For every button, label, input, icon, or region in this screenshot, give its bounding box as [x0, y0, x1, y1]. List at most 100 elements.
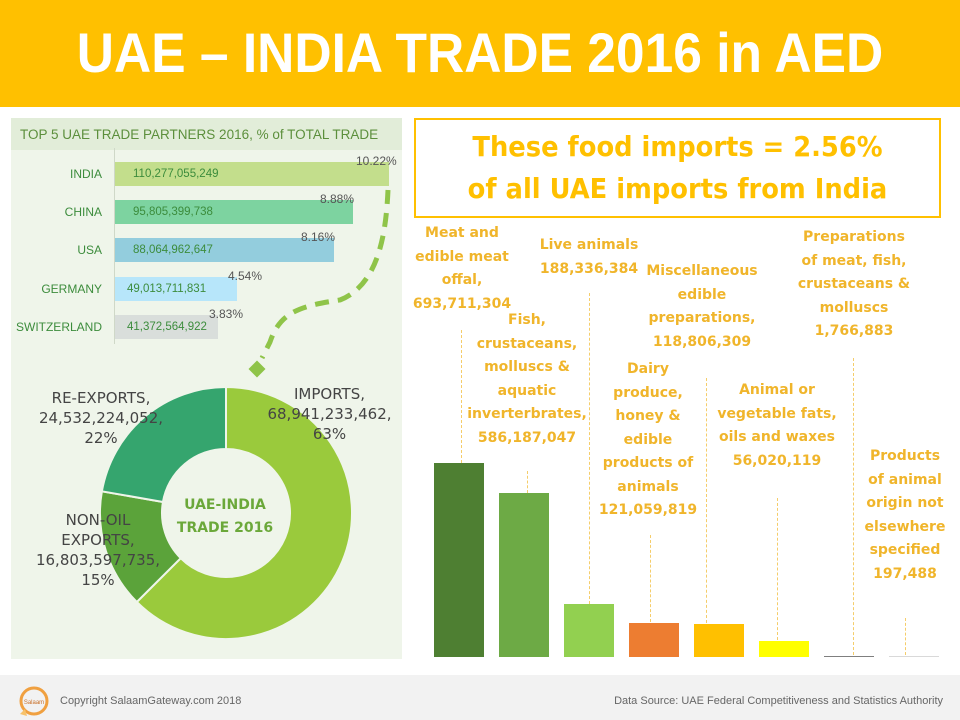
label-line: NON-OIL — [65, 511, 131, 529]
bar-percent: 4.54% — [228, 269, 263, 283]
bar-percent: 8.16% — [301, 230, 336, 244]
country-label: SWITZERLAND — [15, 320, 102, 334]
leader-line — [527, 471, 528, 493]
leader-line — [650, 535, 651, 622]
label-line: 693,711,304 — [412, 295, 512, 312]
food-category-bar — [564, 604, 614, 657]
label-line: 586,187,047 — [477, 429, 577, 446]
bar-value: 110,277,055,249 — [133, 168, 219, 180]
food-category-bar — [629, 623, 679, 657]
page-title: UAE – INDIA TRADE 2016 in AED — [76, 21, 884, 84]
donut-center-label: UAE-INDIA TRADE 2016 — [160, 494, 290, 540]
donut-center-line1: UAE-INDIA — [184, 497, 266, 513]
donut-center-line2: TRADE 2016 — [176, 520, 274, 536]
label-line: of animal — [868, 471, 942, 488]
label-line: elsewhere — [864, 518, 946, 535]
bar-percent: 10.22% — [356, 154, 397, 168]
food-category-label: Animal or vegetable fats, oils and waxes 56… — [697, 379, 857, 473]
label-line: Animal or — [739, 382, 815, 398]
donut-segment-imports — [135, 385, 353, 640]
label-line: inverterbrates, — [467, 406, 587, 422]
label-line: 56,020,119 — [732, 452, 822, 469]
food-category-bar — [499, 493, 549, 657]
bar-chart-title: TOP 5 UAE TRADE PARTNERS 2016, % of TOTA… — [11, 118, 402, 150]
food-category-bar — [434, 463, 484, 657]
label-line: Live animals — [539, 237, 639, 253]
trade-partner-bar: 49,013,711,831 — [115, 277, 237, 301]
donut-segment-re-exports — [100, 385, 227, 504]
footer: Salaam Copyright SalaamGateway.com 2018 … — [0, 675, 960, 720]
food-category-bar — [694, 624, 744, 657]
callout-line2: of all UAE imports from India — [467, 172, 888, 205]
label-line: specified — [869, 542, 941, 558]
donut-label-non-oil-exports: NON-OIL EXPORTS, 16,803,597,735, 15% — [30, 510, 166, 590]
food-category-label: Miscellaneous edible preparations, 118,806,… — [622, 260, 782, 354]
label-line: crustaceans, — [476, 335, 578, 352]
label-line: 24,532,224,052, — [38, 409, 164, 427]
food-category-label: Fish, crustaceans, molluscs & aquatic invert… — [447, 309, 607, 450]
label-line: vegetable fats, — [717, 405, 837, 422]
bar-percent: 8.88% — [320, 192, 355, 206]
label-line: products of — [602, 455, 694, 471]
copyright-text: Copyright SalaamGateway.com 2018 — [60, 695, 242, 707]
label-line: oils and waxes — [719, 429, 835, 445]
label-line: 22% — [84, 429, 118, 447]
label-line: molluscs — [819, 299, 889, 316]
leader-line — [589, 293, 590, 604]
label-line: crustaceans & — [797, 276, 911, 292]
bar-value: 88,064,962,647 — [133, 244, 213, 256]
header-banner: UAE – INDIA TRADE 2016 in AED — [0, 0, 960, 107]
label-line: IMPORTS, — [293, 385, 365, 403]
label-line: of meat, fish, — [801, 252, 907, 269]
label-line: Fish, — [508, 312, 546, 328]
label-line: Preparations — [803, 229, 905, 245]
food-category-label: Dairy produce, honey & edible products of ani… — [568, 358, 728, 523]
label-line: animals — [617, 478, 679, 495]
food-category-label: Preparations of meat, fish, crustaceans & m… — [774, 226, 934, 344]
label-line: 121,059,819 — [598, 502, 698, 518]
trade-partner-bar: 95,805,399,738 — [115, 200, 353, 224]
label-line: Miscellaneous — [646, 263, 758, 279]
country-label: GERMANY — [41, 282, 102, 296]
label-line: edible — [677, 286, 727, 303]
label-line: edible meat — [415, 248, 509, 265]
leader-line — [853, 358, 854, 655]
trade-donut-chart — [99, 385, 353, 640]
leader-line — [905, 618, 906, 655]
salaam-logo-icon: Salaam — [19, 686, 49, 716]
food-category-bar — [824, 656, 874, 657]
bar-percent: 3.83% — [209, 307, 244, 321]
bar-axis-line — [114, 148, 115, 344]
label-line: 1,766,883 — [814, 323, 894, 339]
country-label: CHINA — [64, 205, 102, 219]
label-line: 197,488 — [873, 565, 937, 582]
label-line: 188,336,384 — [539, 260, 639, 277]
label-line: preparations, — [648, 310, 756, 326]
label-line: edible — [623, 431, 673, 448]
label-line: Dairy — [627, 361, 669, 377]
food-category-label: Live animals 188,336,384 — [509, 234, 669, 281]
food-category-label: Meat and edible meat offal, 693,711,304 — [382, 222, 542, 316]
label-line: 63% — [312, 425, 347, 443]
bar-value: 95,805,399,738 — [133, 206, 213, 218]
trade-partner-bar: 88,064,962,647 — [115, 238, 334, 262]
food-category-bar — [889, 656, 939, 657]
label-line: molluscs & — [484, 359, 570, 375]
trade-partner-bar: 41,372,564,922 — [115, 315, 218, 339]
label-line: origin not — [866, 495, 944, 511]
label-line: 16,803,597,735, — [35, 551, 161, 569]
bar-value: 41,372,564,922 — [127, 321, 207, 333]
food-category-label: Products of animal origin not elsewhere spec… — [825, 445, 960, 586]
leader-line — [777, 498, 778, 640]
label-line: Products — [869, 448, 941, 464]
label-line: 68,941,233,462, — [267, 405, 392, 423]
donut-label-imports: IMPORTS, 68,941,233,462, 63% — [262, 384, 397, 444]
label-line: RE-EXPORTS, — [51, 389, 151, 407]
food-category-bar — [759, 641, 809, 657]
leader-line — [461, 330, 462, 463]
label-line: 118,806,309 — [652, 333, 752, 350]
label-line: EXPORTS, — [61, 531, 135, 549]
svg-text:Salaam: Salaam — [24, 700, 44, 706]
label-line: honey & — [615, 408, 681, 424]
